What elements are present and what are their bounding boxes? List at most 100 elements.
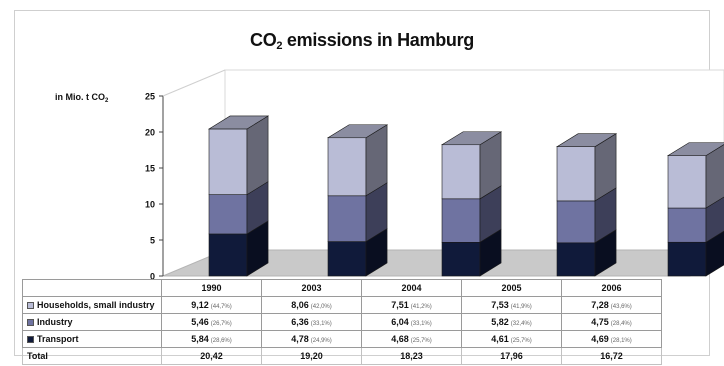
data-value-cell: 7,53 (41,9%)	[461, 296, 562, 314]
table-corner-cell	[22, 279, 162, 297]
data-value-cell: 4,61 (25,7%)	[461, 330, 562, 348]
data-percent: (26,7%)	[210, 321, 232, 327]
data-label: 7,28	[591, 300, 609, 310]
data-label: 4,68	[391, 334, 409, 344]
data-percent: (42,0%)	[310, 304, 332, 310]
data-label: 5,84	[191, 334, 209, 344]
bar-segment-front	[441, 198, 481, 243]
bar-segment-front	[441, 144, 481, 200]
data-value-cell: 6,04 (33,1%)	[361, 313, 462, 331]
bar-segment-front	[208, 128, 248, 195]
table-total-row: Total 20,42 19,20 18,23 17,96 16,72	[22, 347, 662, 365]
bar-segment-front	[208, 194, 248, 235]
legend-swatch	[27, 302, 34, 309]
bar-segment-front	[327, 241, 367, 277]
data-value-cell: 5,82 (32,4%)	[461, 313, 562, 331]
bar-segment-front	[208, 233, 248, 277]
data-label: 6,36	[291, 317, 309, 327]
data-label: 5,82	[491, 317, 509, 327]
data-percent: (32,4%)	[510, 321, 532, 327]
data-value-cell: 5,46 (26,7%)	[161, 313, 262, 331]
data-table: 1990 2003 2004 2005 2006 Households, small in…	[22, 279, 662, 365]
data-percent: (24,9%)	[310, 338, 332, 344]
legend-label: Transport	[37, 334, 79, 344]
total-value: 17,96	[461, 347, 562, 365]
data-label: 4,69	[591, 334, 609, 344]
data-percent: (28,4%)	[610, 321, 632, 327]
bar-top	[440, 131, 503, 146]
data-percent: (43,6%)	[610, 304, 632, 310]
bar-segment-side	[246, 115, 269, 196]
y-tick-label: 5	[150, 236, 155, 246]
data-label: 4,75	[591, 317, 609, 327]
y-tick-label: 10	[145, 200, 155, 210]
bar-segment-front	[441, 242, 481, 277]
data-percent: (41,9%)	[510, 304, 532, 310]
bar-segment-front	[667, 207, 707, 243]
y-tick-label: 25	[145, 92, 155, 102]
total-value: 20,42	[161, 347, 262, 365]
y-tick-label: 0	[150, 272, 155, 282]
bar-top	[666, 142, 724, 156]
legend-entry: Households, small industry	[22, 296, 162, 314]
x-tick-label: 2005	[461, 279, 562, 297]
data-percent: (25,7%)	[510, 338, 532, 344]
total-label: Total	[22, 347, 162, 365]
data-value-cell: 7,51 (41,2%)	[361, 296, 462, 314]
bar-segment-front	[327, 137, 367, 197]
total-value: 18,23	[361, 347, 462, 365]
data-percent: (33,1%)	[410, 321, 432, 327]
y-axis-depth-line	[162, 69, 226, 97]
bar-segment-side	[705, 144, 724, 209]
x-tick-label: 2003	[261, 279, 362, 297]
y-axis-label: in Mio. t CO2	[55, 92, 109, 104]
data-value-cell: 4,69 (28,1%)	[561, 330, 662, 348]
legend-label: Industry	[37, 317, 73, 327]
legend-entry: Industry	[22, 313, 162, 331]
x-tick-label: 2004	[361, 279, 462, 297]
data-label: 5,46	[191, 317, 209, 327]
bar-top	[207, 115, 270, 130]
legend-label: Households, small industry	[37, 300, 155, 310]
bar-segment-side	[705, 230, 724, 277]
data-value-cell: 4,78 (24,9%)	[261, 330, 362, 348]
bar-top	[555, 133, 618, 147]
data-value-cell: 9,12 (44,7%)	[161, 296, 262, 314]
bar-segment-front	[556, 146, 596, 202]
data-label: 9,12	[191, 300, 209, 310]
y-tick-label: 20	[145, 128, 155, 138]
table-row: Industry 5,46 (26,7%) 6,36 (33,1%) 6,04 (33,1%…	[22, 313, 662, 331]
data-label: 7,53	[491, 300, 509, 310]
data-value-cell: 6,36 (33,1%)	[261, 313, 362, 331]
data-value-cell: 8,06 (42,0%)	[261, 296, 362, 314]
legend-entry: Transport	[22, 330, 162, 348]
table-row: Transport 5,84 (28,6%) 4,78 (24,9%) 4,68 (25,7…	[22, 330, 662, 348]
data-label: 6,04	[391, 317, 409, 327]
data-label: 4,78	[291, 334, 309, 344]
table-row: Households, small industry 9,12 (44,7%) 8,0…	[22, 296, 662, 314]
total-value: 16,72	[561, 347, 662, 365]
data-value-cell: 7,28 (43,6%)	[561, 296, 662, 314]
legend-swatch	[27, 336, 34, 343]
total-value: 19,20	[261, 347, 362, 365]
x-tick-label: 2006	[561, 279, 662, 297]
y-tick-label: 15	[145, 164, 155, 174]
x-tick-label: 1990	[161, 279, 262, 297]
data-value-cell: 4,75 (28,4%)	[561, 313, 662, 331]
bar-segment-front	[327, 195, 367, 242]
bar-segment-front	[556, 200, 596, 244]
bar-segment-front	[667, 241, 707, 277]
data-percent: (44,7%)	[210, 304, 232, 310]
data-percent: (25,7%)	[410, 338, 432, 344]
bar-segment-side	[705, 196, 724, 243]
data-value-cell: 4,68 (25,7%)	[361, 330, 462, 348]
data-value-cell: 5,84 (28,6%)	[161, 330, 262, 348]
bar-top	[326, 124, 389, 139]
legend-swatch	[27, 319, 34, 326]
data-percent: (41,2%)	[410, 304, 432, 310]
chart-title: CO2 emissions in Hamburg	[250, 30, 474, 52]
data-label: 4,61	[491, 334, 509, 344]
data-percent: (28,6%)	[210, 338, 232, 344]
data-percent: (28,1%)	[610, 338, 632, 344]
